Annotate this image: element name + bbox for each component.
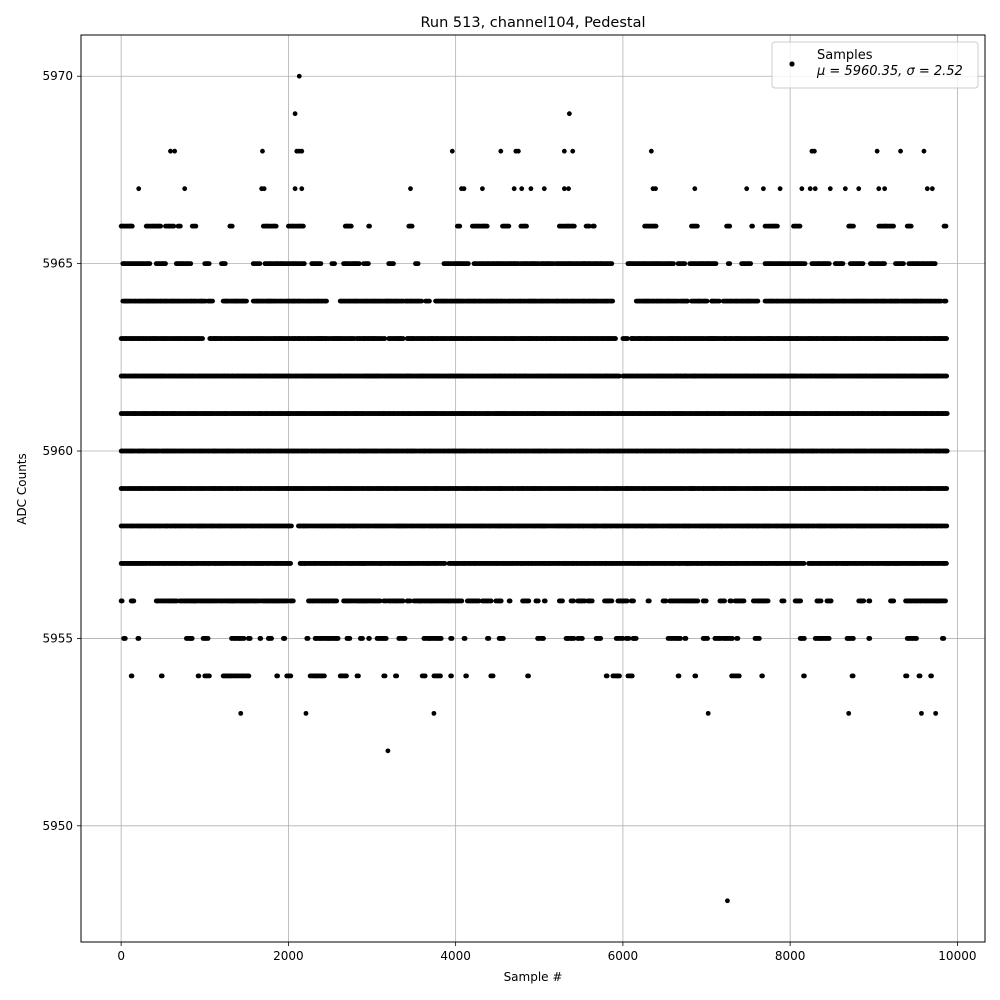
sample-point	[244, 298, 249, 304]
sample-point	[171, 223, 177, 229]
sample-point	[653, 223, 659, 229]
sample-point	[671, 261, 676, 267]
sample-point	[586, 223, 592, 229]
sample-point	[206, 261, 212, 267]
sample-point	[382, 336, 388, 341]
sample-point	[713, 261, 719, 267]
sample-point	[944, 373, 950, 379]
sample-point	[524, 223, 529, 229]
sample-point	[229, 223, 235, 229]
sample-point	[755, 298, 761, 304]
sample-point	[367, 223, 372, 229]
sample-point	[727, 223, 733, 229]
sample-points	[118, 73, 950, 904]
sample-point	[257, 261, 263, 267]
sample-point	[860, 261, 866, 267]
sample-point	[748, 261, 754, 267]
sample-point	[188, 261, 194, 267]
sample-point	[457, 223, 463, 229]
sample-point	[610, 298, 616, 304]
sample-point	[775, 223, 780, 229]
sample-point	[944, 448, 950, 454]
sample-point	[750, 223, 755, 229]
sample-point	[882, 261, 887, 267]
sample-point	[944, 411, 950, 416]
sample-point	[908, 223, 914, 229]
sample-point	[943, 298, 949, 304]
sample-point	[625, 336, 630, 341]
sample-point	[332, 261, 337, 267]
sample-point	[356, 261, 362, 267]
sample-point	[591, 223, 597, 229]
sample-point	[129, 223, 135, 229]
sample-point	[427, 298, 432, 304]
sample-point	[609, 261, 615, 267]
sample-point	[222, 261, 228, 267]
sample-point	[193, 223, 199, 229]
sample-point	[797, 223, 803, 229]
sample-point	[727, 261, 733, 267]
sample-point	[391, 261, 396, 267]
sample-point	[944, 336, 949, 341]
sample-point	[802, 261, 808, 267]
sample-point	[400, 336, 406, 341]
sample-point	[840, 261, 846, 267]
sample-point	[716, 298, 722, 304]
sample-point	[365, 261, 371, 267]
sample-point	[163, 261, 168, 267]
sample-point	[465, 261, 471, 267]
sample-point	[177, 223, 183, 229]
sample-point	[484, 223, 490, 229]
sample-point	[324, 298, 329, 304]
sample-point	[943, 223, 949, 229]
sample-point	[210, 298, 215, 304]
sample-point	[682, 261, 688, 267]
sample-point	[851, 223, 856, 229]
sample-point	[419, 298, 424, 304]
sample-point	[891, 223, 896, 229]
sample-point	[571, 223, 577, 229]
sample-point	[273, 223, 279, 229]
sample-point	[901, 261, 906, 267]
sample-point	[415, 261, 421, 267]
sample-point	[300, 223, 306, 229]
sample-point	[147, 261, 153, 267]
sample-point	[704, 298, 710, 304]
sample-point	[613, 336, 618, 341]
sample-point	[318, 261, 324, 267]
sample-point	[506, 223, 512, 229]
sample-point	[617, 373, 622, 379]
sample-point	[409, 223, 415, 229]
sample-point	[348, 223, 354, 229]
sample-point	[301, 261, 307, 267]
sample-point	[158, 223, 164, 229]
sample-point	[685, 298, 690, 304]
sample-point	[200, 336, 205, 341]
sample-point	[932, 261, 938, 267]
sample-point	[694, 223, 700, 229]
sample-point	[826, 261, 832, 267]
